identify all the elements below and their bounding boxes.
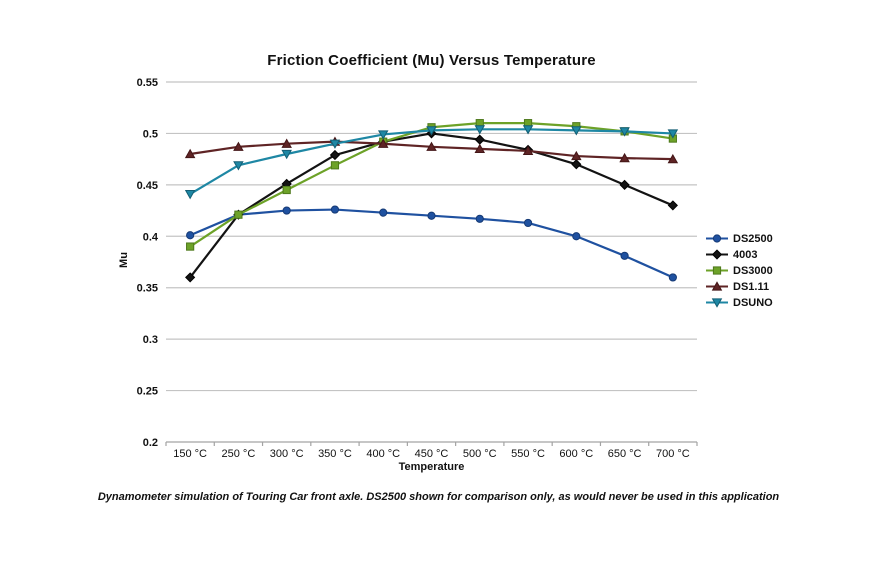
series-marker-DSUNO: [184, 190, 196, 200]
legend-label-DS1.11: DS1.11: [733, 280, 770, 293]
legend-marker-icon-DSUNO: [706, 298, 728, 308]
x-tick-label: 400 °C: [366, 448, 400, 460]
x-axis-title: Temperature: [398, 461, 465, 473]
series-marker-DSUNO: [281, 149, 292, 160]
series-marker-DS2500: [330, 205, 340, 214]
series-marker-4003: [474, 134, 485, 145]
series-marker-4003: [571, 159, 582, 170]
series-marker-DS3000: [234, 210, 243, 219]
series-marker-DSUNO: [474, 125, 486, 135]
y-tick-label: 0.25: [137, 386, 158, 398]
legend-marker-icon-DS2500: [706, 234, 728, 243]
chart-caption: Dynamometer simulation of Touring Car fr…: [97, 491, 780, 503]
series-marker-DS1.11: [377, 138, 389, 148]
series-marker-DSUNO: [233, 161, 244, 171]
legend-label-DS3000: DS3000: [733, 264, 773, 277]
series-marker-DS2500: [475, 214, 484, 223]
x-tick-label: 650 °C: [608, 448, 642, 460]
series-marker-DS1.11: [233, 141, 244, 151]
series-marker-DS1.11: [281, 138, 292, 148]
legend-marker-DS2500: [712, 234, 722, 243]
legend-marker-icon-DS1.11: [706, 281, 728, 291]
series-marker-DS1.11: [426, 141, 437, 151]
y-tick-label: 0.35: [137, 283, 158, 295]
x-tick-label: 250 °C: [222, 448, 256, 460]
series-marker-DS2500: [523, 218, 533, 228]
legend-item-DSUNO: DSUNO: [706, 296, 773, 309]
series-marker-DS1.11: [571, 150, 582, 161]
series-marker-DSUNO: [522, 125, 534, 135]
series-marker-DSUNO: [426, 126, 437, 136]
series-marker-DS1.11: [474, 143, 486, 153]
legend-marker-4003: [711, 249, 723, 260]
x-tick-label: 350 °C: [318, 448, 352, 460]
x-tick-label: 700 °C: [656, 448, 690, 460]
y-tick-label: 0.3: [143, 334, 158, 346]
series-marker-DSUNO: [667, 129, 679, 139]
series-marker-DS3000: [282, 185, 291, 195]
x-tick-label: 500 °C: [463, 448, 497, 460]
series-marker-DSUNO: [619, 127, 630, 137]
x-tick-label: 550 °C: [511, 448, 545, 460]
series-line-4003: [189, 132, 674, 279]
series-marker-DS2500: [620, 251, 629, 260]
series-marker-DS1.11: [184, 148, 196, 159]
series-marker-DSUNO: [329, 139, 341, 149]
legend-item-DS2500: DS2500: [706, 232, 773, 245]
legend-marker-DS1.11: [711, 281, 723, 291]
series-marker-DSUNO: [571, 126, 582, 136]
legend-item-DS1.11: DS1.11: [706, 280, 773, 293]
series-marker-DS1.11: [522, 145, 534, 156]
series-marker-DS1.11: [667, 153, 679, 164]
x-tick-label: 300 °C: [270, 448, 304, 460]
legend-item-DS3000: DS3000: [706, 264, 773, 277]
series-marker-DS2500: [572, 232, 581, 241]
series-marker-DS2500: [282, 206, 291, 215]
legend-marker-DSUNO: [711, 298, 723, 308]
y-tick-label: 0.5: [143, 128, 158, 140]
x-tick-label: 450 °C: [415, 448, 449, 460]
series-marker-DS2500: [379, 208, 388, 217]
y-tick-label: 0.2: [143, 437, 158, 449]
legend-marker-DS3000: [712, 266, 722, 275]
legend-label-DS2500: DS2500: [733, 232, 773, 245]
y-tick-label: 0.45: [137, 180, 158, 192]
legend-marker-icon-DS3000: [706, 266, 728, 275]
legend-marker-icon-4003: [706, 249, 728, 260]
y-tick-label: 0.4: [143, 231, 159, 243]
legend-label-DSUNO: DSUNO: [733, 296, 773, 309]
chart-legend: DS2500 4003 DS3000 DS1.11 DSUNO: [706, 232, 773, 309]
legend-label-4003: 4003: [733, 248, 758, 261]
series-marker-DS2500: [668, 273, 677, 282]
series-marker-4003: [185, 272, 196, 283]
legend-item-4003: 4003: [706, 248, 773, 261]
chart-title: Friction Coefficient (Mu) Versus Tempera…: [267, 52, 596, 69]
series-marker-DSUNO: [377, 130, 389, 140]
series-marker-4003: [619, 179, 630, 190]
series-marker-4003: [667, 200, 678, 211]
series-marker-4003: [329, 149, 341, 161]
series-marker-DS3000: [186, 242, 195, 251]
series-marker-DS1.11: [619, 152, 630, 163]
x-tick-label: 150 °C: [173, 448, 207, 460]
series-marker-DS2500: [186, 231, 195, 240]
y-tick-label: 0.55: [137, 77, 158, 89]
x-tick-label: 600 °C: [559, 448, 593, 460]
series-marker-DS3000: [330, 161, 340, 170]
series-marker-DS2500: [427, 211, 436, 220]
